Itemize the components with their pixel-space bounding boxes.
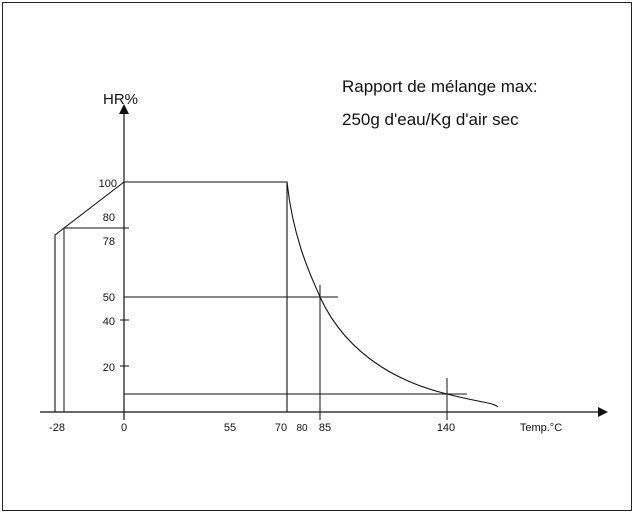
decay-curve <box>286 181 499 408</box>
mixing-ratio-value: 250g d'eau/Kg d'air sec <box>342 110 519 129</box>
y-tick-label-40: 40 <box>103 316 115 328</box>
x-tick-label-minus28: -28 <box>49 422 65 434</box>
mixing-ratio-title: Rapport de mélange max: <box>342 77 538 96</box>
x-tick-label-140: 140 <box>437 422 455 434</box>
y-tick-label-78: 78 <box>103 236 115 248</box>
x-tick-label-85: 85 <box>319 422 331 434</box>
x-tick-label-80: 80 <box>296 423 308 434</box>
x-tick-label-70: 70 <box>275 422 287 434</box>
x-tick-label-55: 55 <box>224 422 236 434</box>
diagram-frame <box>2 2 632 511</box>
y-tick-label-80: 80 <box>103 212 115 224</box>
y-tick-label-20: 20 <box>103 362 115 374</box>
x-tick-label-0: 0 <box>121 422 127 434</box>
y-axis-label: HR% <box>103 91 138 108</box>
x-axis-label: Temp.°C <box>520 422 562 434</box>
y-tick-label-50: 50 <box>103 292 115 304</box>
y-tick-label-100: 100 <box>99 178 117 190</box>
